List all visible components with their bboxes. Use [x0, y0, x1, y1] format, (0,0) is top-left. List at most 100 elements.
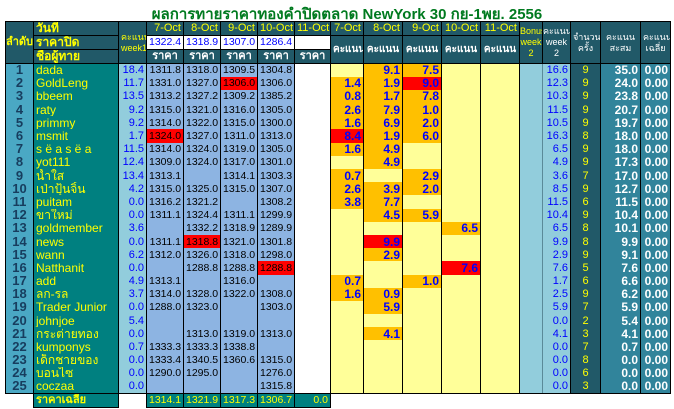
bonus-week2 [519, 76, 543, 90]
predicted-price: 1308.0 [257, 287, 295, 301]
week1-score: 0.0 [118, 234, 147, 249]
predicted-price: 1276.0 [257, 366, 295, 380]
rank-cell: 21 [5, 327, 34, 341]
bonus-week2 [519, 142, 543, 156]
table-row: 19 Trader Junior 0.0 1288.0 1323.0 1303.0 5.9 5… [5, 300, 671, 315]
table-row: 21 กระต่ายทอง 0.0 1313.0 1319.0 1313.0 4.1 4.1 3… [5, 327, 671, 341]
average-score: 0.00 [640, 208, 671, 222]
week2-score: 0.0 [542, 380, 571, 394]
predicted-price: 1309.5 [220, 63, 258, 77]
daily-score: 2.9 [402, 169, 442, 183]
results-body: 1 dada 18.4 1311.8 1318.0 1309.5 1304.8 9.1 7.5 1… [5, 63, 671, 394]
rank-cell: 13 [5, 221, 34, 235]
week1-score: 9.2 [118, 103, 147, 117]
bonus-week2-header: Bonus week 2 [519, 21, 543, 64]
predicted-price: 1314.0 [146, 142, 184, 156]
closing-price: 1286.4 [257, 35, 295, 50]
predicted-price [183, 274, 221, 288]
total-score: 6.2 [600, 287, 641, 301]
player-name-label: ชื่อผู้ทาย [33, 49, 119, 64]
rank-cell: 3 [5, 89, 34, 104]
daily-score [480, 169, 520, 183]
total-score: 11.5 [600, 195, 641, 209]
daily-score: 1.6 [330, 116, 364, 130]
price-date-header: 7-Oct [146, 21, 184, 36]
average-score: 0.00 [640, 116, 671, 130]
average-score: 0.00 [640, 89, 671, 104]
week1-score: 0.0 [118, 327, 147, 341]
predicted-price [294, 208, 331, 222]
predicted-price [146, 380, 184, 394]
predicted-price: 1318.0 [220, 248, 258, 262]
rank-cell: 15 [5, 248, 34, 262]
guess-count: 8 [570, 221, 601, 235]
predicted-price: 1311.8 [146, 63, 184, 77]
predicted-price [257, 274, 295, 288]
daily-score: 4.1 [363, 327, 403, 341]
rank-cell: 5 [5, 116, 34, 130]
table-row: 9 น้ำใส 13.4 1313.1 1314.1 1303.3 0.7 2.9 3.6 7 17… [5, 169, 671, 183]
daily-score [330, 327, 364, 341]
week2-score: 0.0 [542, 340, 571, 354]
daily-score [480, 89, 520, 104]
predicted-price: 1305.0 [257, 103, 295, 117]
daily-score [441, 314, 481, 328]
total-score: 20.7 [600, 103, 641, 117]
predicted-price [294, 76, 331, 90]
table-row: 17 add 4.9 1313.1 1316.0 0.7 1.0 1.7 6 6.6 0.00 [5, 274, 671, 288]
predicted-price: 1324.4 [183, 208, 221, 222]
daily-score [402, 287, 442, 301]
predicted-price [183, 314, 221, 328]
price-date-header: 9-Oct [220, 21, 258, 36]
predicted-price: 1315.0 [146, 182, 184, 196]
bonus-week2 [519, 366, 543, 380]
total-score: 19.7 [600, 116, 641, 130]
daily-score [480, 300, 520, 315]
daily-score [480, 116, 520, 130]
daily-score [330, 366, 364, 380]
daily-score: 0.7 [330, 274, 364, 288]
predicted-price [294, 327, 331, 341]
bonus-week2 [519, 103, 543, 117]
daily-score [330, 221, 364, 235]
predicted-price: 1307.0 [257, 182, 295, 196]
week1-score: 1.7 [118, 129, 147, 143]
table-row: 4 raty 9.2 1315.0 1321.0 1316.0 1305.0 2.6 7.9 1.… [5, 103, 671, 117]
daily-score [480, 195, 520, 209]
bonus-week2 [519, 287, 543, 301]
empty-cell [118, 393, 147, 408]
guess-count: 8 [570, 234, 601, 249]
predicted-price: 1322.0 [183, 116, 221, 130]
guess-count: 9 [570, 208, 601, 222]
daily-score: 2.9 [363, 248, 403, 262]
daily-score: 1.0 [402, 274, 442, 288]
bonus-week2 [519, 182, 543, 196]
rank-cell: 12 [5, 208, 34, 222]
average-score: 0.00 [640, 76, 671, 90]
daily-score [441, 142, 481, 156]
week1-score: 0.0 [118, 300, 147, 315]
average-score: 0.00 [640, 234, 671, 249]
predicted-price: 1305.0 [257, 142, 295, 156]
daily-score: 6.0 [402, 129, 442, 143]
daily-score [480, 287, 520, 301]
rank-cell: 7 [5, 142, 34, 156]
average-score: 0.00 [640, 353, 671, 367]
guess-count: 9 [570, 63, 601, 77]
daily-score [441, 380, 481, 394]
total-score: 0.0 [600, 380, 641, 394]
daily-score [402, 195, 442, 209]
daily-score [441, 274, 481, 288]
predicted-price [220, 195, 258, 209]
predicted-price: 1324.0 [183, 155, 221, 169]
total-score: 23.8 [600, 89, 641, 104]
daily-score [402, 142, 442, 156]
player-name: น้ำใส [33, 169, 119, 183]
daily-score: 4.9 [363, 142, 403, 156]
closing-price-label: ราคาปิด [33, 35, 119, 50]
predicted-price: 1288.8 [220, 261, 258, 275]
week1-score: 6.2 [118, 248, 147, 262]
predicted-price [183, 169, 221, 183]
guess-count: 8 [570, 129, 601, 143]
week2-score: 0.0 [542, 314, 571, 328]
